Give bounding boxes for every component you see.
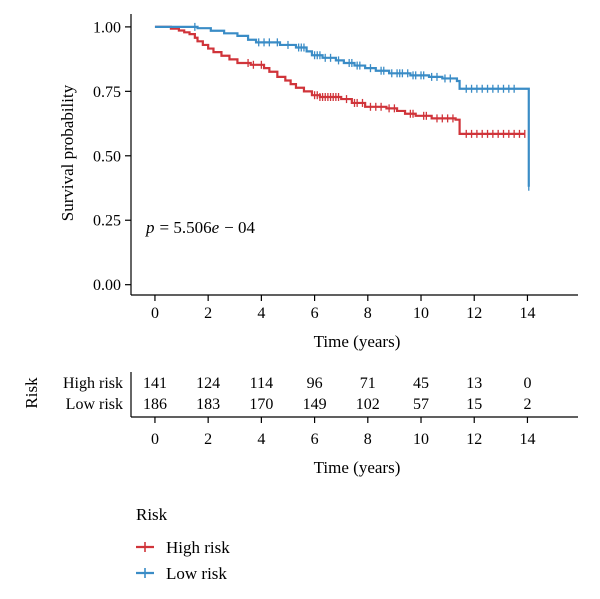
p-value-annotation: p = 5.506e − 04 <box>145 218 255 237</box>
km-y-ticks: 0.00 0.25 0.50 0.75 1.00 <box>93 19 131 294</box>
risk-cell-high-risk-8: 71 <box>360 375 376 392</box>
km-line-low-risk <box>154 25 530 187</box>
km-line-high-risk <box>154 25 525 135</box>
y-tick-label-0-50: 0.50 <box>93 148 121 165</box>
risk-x-tick-label-12: 12 <box>466 431 482 448</box>
risk-x-tick-label-14: 14 <box>519 431 535 448</box>
risk-cell-low-risk-8: 102 <box>356 396 380 413</box>
risk-cell-high-risk-0: 141 <box>143 375 167 392</box>
km-x-ticks: 0 2 4 6 8 10 12 14 <box>151 295 535 322</box>
p-value-exponent-symbol: e <box>212 218 220 237</box>
risk-x-tick-label-10: 10 <box>413 431 429 448</box>
risk-x-tick-label-6: 6 <box>311 431 319 448</box>
risk-x-axis-title: Time (years) <box>314 458 401 477</box>
km-y-axis-title: Survival probability <box>58 84 77 221</box>
y-tick-label-1-00: 1.00 <box>93 19 121 36</box>
risk-cell-high-risk-6: 96 <box>307 375 323 392</box>
x-tick-label-8: 8 <box>364 305 372 322</box>
risk-cell-high-risk-4: 114 <box>250 375 273 392</box>
risk-cell-high-risk-14: 0 <box>523 375 531 392</box>
risk-cell-low-risk-4: 170 <box>249 396 273 413</box>
p-value-symbol: p <box>145 218 155 237</box>
x-tick-label-2: 2 <box>204 305 212 322</box>
y-tick-label-0-25: 0.25 <box>93 213 121 230</box>
x-tick-label-4: 4 <box>257 305 265 322</box>
x-tick-label-6: 6 <box>311 305 319 322</box>
risk-x-tick-label-0: 0 <box>151 431 159 448</box>
risk-cell-high-risk-10: 45 <box>413 375 429 392</box>
km-plot: 0.00 0.25 0.50 0.75 1.00 0 2 4 6 8 10 12 14 Surviva… <box>58 14 578 351</box>
x-tick-label-14: 14 <box>519 305 535 322</box>
risk-cell-low-risk-12: 15 <box>466 396 482 413</box>
km-x-axis-title: Time (years) <box>314 332 401 351</box>
legend-label-high-risk: High risk <box>166 538 230 557</box>
y-tick-label-0-75: 0.75 <box>93 84 121 101</box>
risk-table-title: Risk <box>22 377 41 409</box>
risk-row-label-low: Low risk <box>66 396 123 413</box>
risk-row-label-high: High risk <box>63 375 123 392</box>
risk-table: Risk High risk Low risk 141 124 114 96 71 45 1… <box>22 372 578 477</box>
risk-cell-low-risk-0: 186 <box>143 396 167 413</box>
risk-cell-high-risk-12: 13 <box>466 375 482 392</box>
risk-cell-low-risk-10: 57 <box>413 396 429 413</box>
p-value-exponent: − 04 <box>224 218 255 237</box>
legend-item-high-risk: High risk <box>136 538 230 557</box>
x-tick-label-12: 12 <box>466 305 482 322</box>
risk-x-tick-label-2: 2 <box>204 431 212 448</box>
legend-title: Risk <box>136 505 168 524</box>
risk-cell-low-risk-6: 149 <box>303 396 327 413</box>
risk-x-ticks: 0 2 4 6 8 10 12 14 <box>151 417 535 448</box>
km-curves <box>154 22 530 191</box>
legend-label-low-risk: Low risk <box>166 564 227 583</box>
p-value-mantissa: = 5.506 <box>160 218 212 237</box>
risk-cell-low-risk-14: 2 <box>523 396 531 413</box>
y-tick-label-0-00: 0.00 <box>93 277 121 294</box>
risk-x-tick-label-8: 8 <box>364 431 372 448</box>
x-tick-label-0: 0 <box>151 305 159 322</box>
risk-cell-low-risk-2: 183 <box>196 396 220 413</box>
legend: Risk High risk Low risk <box>136 505 230 583</box>
risk-x-tick-label-4: 4 <box>257 431 265 448</box>
risk-cell-high-risk-2: 124 <box>196 375 220 392</box>
x-tick-label-10: 10 <box>413 305 429 322</box>
legend-item-low-risk: Low risk <box>136 564 227 583</box>
risk-cells: 141 124 114 96 71 45 13 0 186 183 170 149 102 57 15 2 <box>143 375 531 413</box>
